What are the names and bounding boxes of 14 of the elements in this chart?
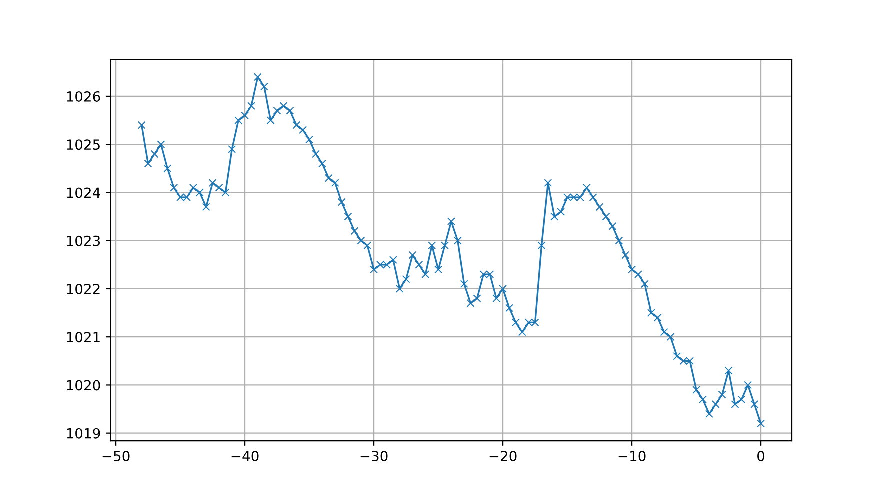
y-tick-label: 1020 — [67, 380, 100, 391]
y-tick-label: 1026 — [67, 91, 100, 102]
x-tick-label: −50 — [102, 451, 130, 462]
y-tick-label: 1021 — [67, 332, 100, 343]
y-tick-label: 1025 — [67, 140, 100, 150]
y-tick-label: 1022 — [67, 284, 100, 294]
x-tick-label: −30 — [360, 451, 388, 462]
x-tick-label: −40 — [232, 451, 259, 462]
x-tick-label: −10 — [618, 451, 646, 462]
y-tick-label: 1024 — [67, 188, 100, 198]
y-tick-label: 1023 — [67, 236, 100, 246]
x-tick-label: −20 — [490, 451, 517, 462]
y-tick-label: 1019 — [67, 428, 100, 439]
x-tick-label: 0 — [758, 451, 765, 462]
